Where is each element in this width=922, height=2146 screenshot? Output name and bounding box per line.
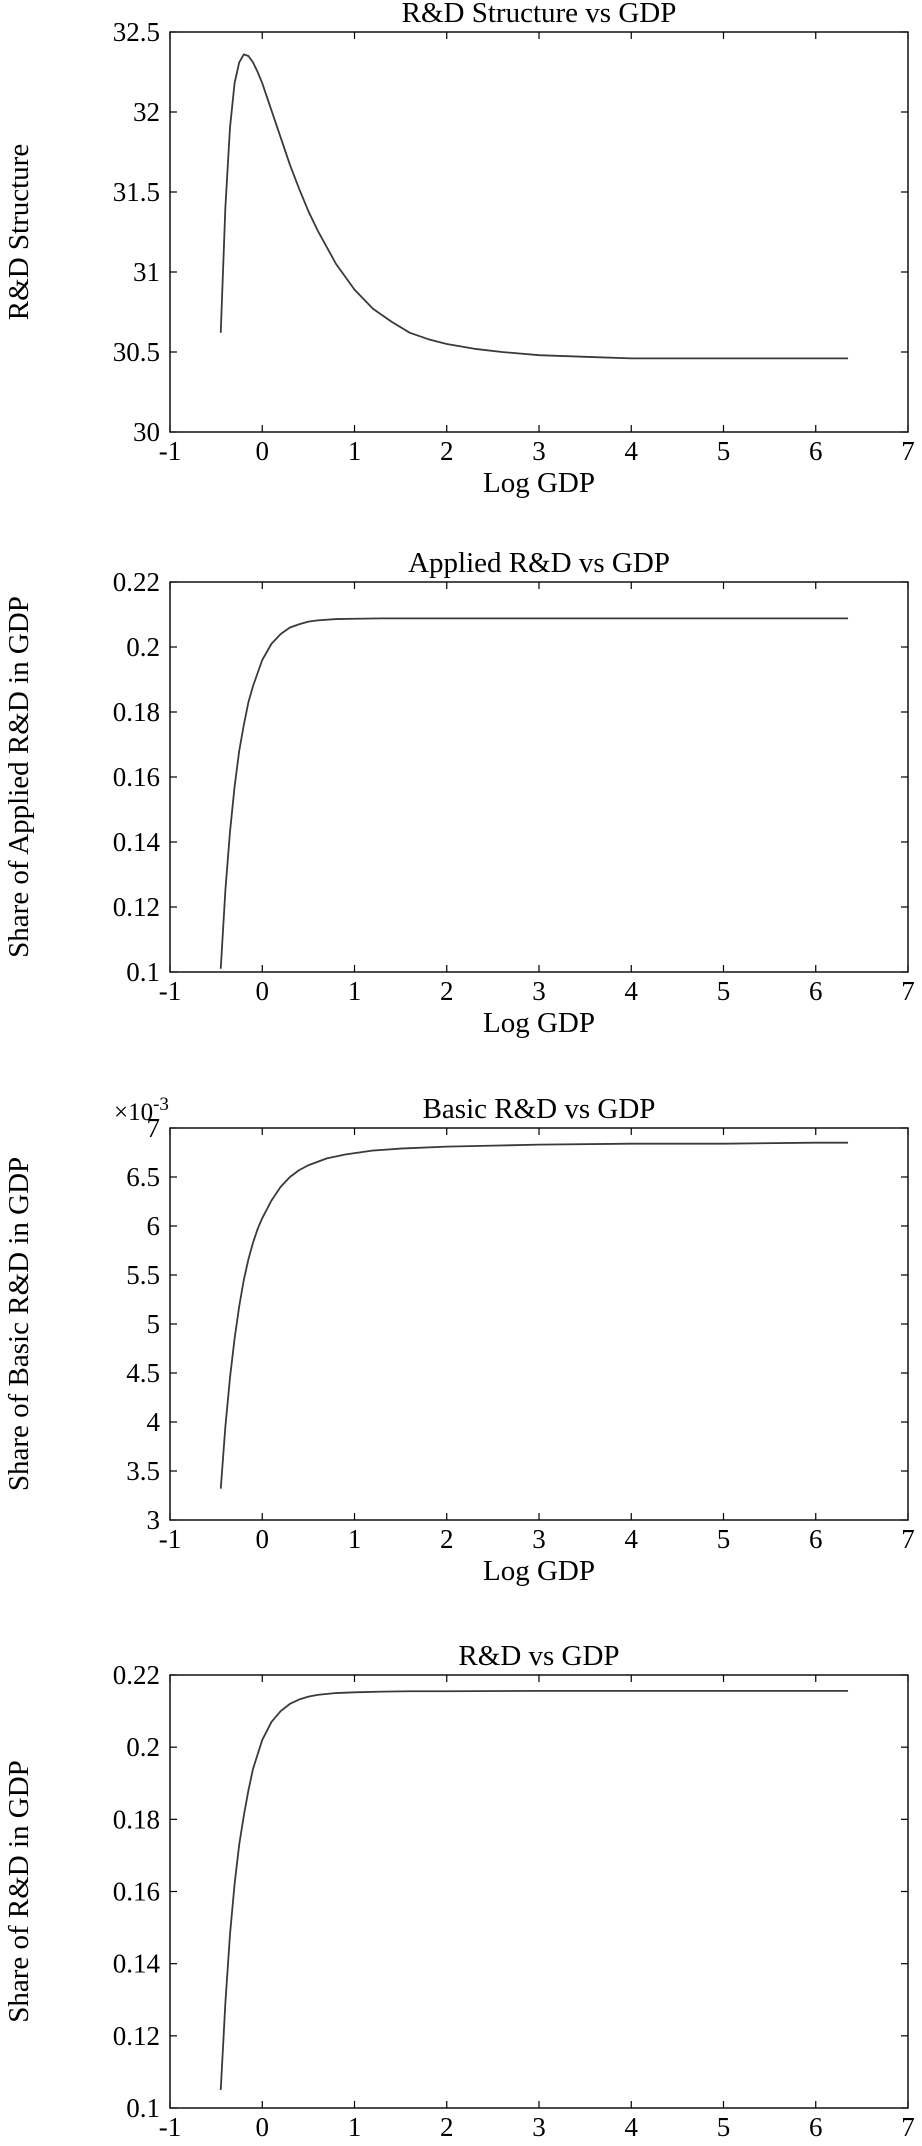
x-tick-label: 1	[348, 2112, 362, 2142]
x-tick-label: 2	[440, 976, 454, 1006]
x-tick-label: 4	[625, 2112, 639, 2142]
y-tick-label: 30.5	[113, 337, 160, 367]
x-axis-label: Log GDP	[483, 467, 595, 499]
chart-panel-4: -1 0 1 2 3 4 5 6 7 0.1 0.12 0.14 0.16 0.18 0.2 0.22 R&D …	[3, 1640, 915, 2146]
exponent-base: ×10	[114, 1099, 153, 1126]
x-tick-label: -1	[159, 976, 182, 1006]
y-tick-label: 0.1	[126, 957, 160, 987]
x-tick-label: 2	[440, 436, 454, 466]
y-tick-label: 31.5	[113, 177, 160, 207]
y-tick-label: 32	[133, 97, 160, 127]
chart-title: Applied R&D vs GDP	[408, 547, 670, 579]
y-tick-label: 0.22	[113, 567, 160, 597]
x-tick-label: 3	[532, 2112, 546, 2142]
x-tick-label: 7	[901, 2112, 915, 2142]
x-tick-label: 1	[348, 1524, 362, 1554]
series-line-1	[219, 617, 849, 969]
series-line-1	[219, 53, 849, 360]
plot-frame	[169, 581, 909, 973]
chart-panel-3: -1 0 1 2 3 4 5 6 7 3 3.5 4 4.5 5 5.5 6 6.5 7 Basic R&D vs …	[3, 1093, 915, 1587]
y-tick-label: 0.14	[113, 1949, 161, 1979]
plot-frame	[169, 1674, 909, 2109]
y-tick-label: 3.5	[126, 1456, 160, 1486]
chart-panel-2: -1 0 1 2 3 4 5 6 7 0.1 0.12 0.14 0.16 0.18 0.2 0.22 Appl…	[3, 547, 915, 1039]
x-tick-label: 5	[717, 1524, 731, 1554]
x-tick-label: 1	[348, 976, 362, 1006]
x-tick-label: 2	[440, 2112, 454, 2142]
x-tick-label: 1	[348, 436, 362, 466]
y-tick-label: 6	[147, 1211, 161, 1241]
y-tick-label: 0.14	[113, 827, 161, 857]
x-tick-label: 6	[809, 1524, 823, 1554]
x-axis-label: Log GDP	[483, 1007, 595, 1039]
y-tick-label: 3	[147, 1505, 161, 1535]
y-tick-label: 0.1	[126, 2093, 160, 2123]
x-tick-label: 6	[809, 2112, 823, 2142]
y-tick-label: 5.5	[126, 1260, 160, 1290]
x-tick-label: -1	[159, 436, 182, 466]
y-tick-label: 0.16	[113, 1877, 160, 1907]
chart-title: R&D vs GDP	[458, 1640, 619, 1672]
y-tick-label: 32.5	[113, 17, 160, 47]
y-tick-label: 0.2	[126, 1732, 160, 1762]
y-axis-label: Share of Basic R&D in GDP	[3, 1157, 35, 1491]
y-tick-label: 7	[147, 1113, 161, 1143]
series-line-1	[219, 1141, 849, 1489]
exponent-power: -3	[153, 1094, 169, 1115]
y-tick-label: 0.12	[113, 892, 160, 922]
chart-panel-1: -1 0 1 2 3 4 5 6 7 30 30.5 31 31.5 32 32.5 R&D Structur…	[3, 0, 915, 499]
y-tick-label: 0.18	[113, 1804, 160, 1834]
x-tick-label: 0	[256, 1524, 270, 1554]
x-tick-label: 4	[625, 1524, 639, 1554]
y-tick-label: 4	[147, 1407, 161, 1437]
y-tick-label: 5	[147, 1309, 161, 1339]
x-tick-label: 6	[809, 976, 823, 1006]
x-tick-label: 2	[440, 1524, 454, 1554]
x-tick-label: 4	[625, 976, 639, 1006]
x-tick-label: 5	[717, 436, 731, 466]
y-axis-exponent: ×10-3	[114, 1094, 169, 1126]
y-axis-label: Share of R&D in GDP	[3, 1760, 35, 2023]
y-tick-label: 4.5	[126, 1358, 160, 1388]
x-tick-label: 7	[901, 1524, 915, 1554]
x-axis-label: Log GDP	[483, 2143, 595, 2146]
x-tick-label: 7	[901, 436, 915, 466]
y-tick-label: 31	[133, 257, 160, 287]
y-axis-label: R&D Structure	[3, 144, 35, 320]
x-tick-label: 5	[717, 2112, 731, 2142]
x-tick-label: 4	[625, 436, 639, 466]
x-tick-label: 0	[256, 976, 270, 1006]
x-axis-label: Log GDP	[483, 1555, 595, 1587]
x-tick-label: -1	[159, 2112, 182, 2142]
x-tick-label: 3	[532, 1524, 546, 1554]
y-tick-label: 0.2	[126, 632, 160, 662]
y-tick-label: 0.16	[113, 762, 160, 792]
y-tick-label: 0.18	[113, 697, 160, 727]
x-tick-label: 3	[532, 436, 546, 466]
y-tick-label: 30	[133, 417, 160, 447]
y-tick-label: 0.12	[113, 2021, 160, 2051]
chart-title: Basic R&D vs GDP	[423, 1093, 656, 1125]
x-tick-label: 6	[809, 436, 823, 466]
x-tick-label: 7	[901, 976, 915, 1006]
plot-frame	[169, 31, 909, 433]
x-tick-label: 0	[256, 2112, 270, 2142]
y-axis-label: Share of Applied R&D in GDP	[3, 596, 35, 958]
x-tick-label: -1	[159, 1524, 182, 1554]
y-tick-label: 6.5	[126, 1162, 160, 1192]
chart-title: R&D Structure vs GDP	[402, 0, 677, 29]
x-tick-label: 5	[717, 976, 731, 1006]
y-tick-label: 0.22	[113, 1660, 160, 1690]
x-tick-label: 0	[256, 436, 270, 466]
series-line-1	[219, 1689, 849, 2091]
x-tick-label: 3	[532, 976, 546, 1006]
